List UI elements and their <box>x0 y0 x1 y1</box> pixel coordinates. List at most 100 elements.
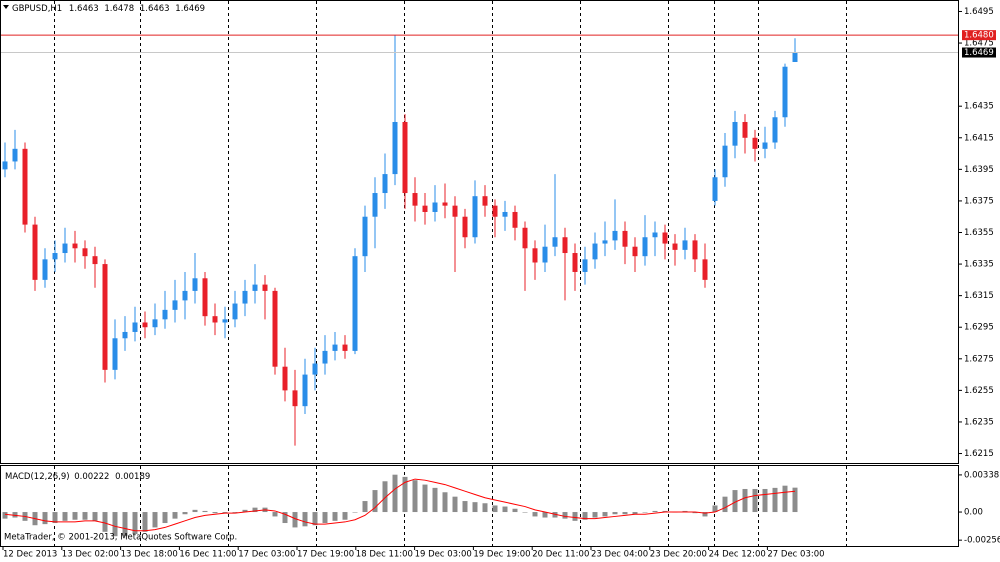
candle-body <box>762 142 768 149</box>
candle-body <box>2 161 8 170</box>
macd-bar <box>642 512 648 513</box>
y-tick-label: 1.6415 <box>964 133 994 143</box>
candle-body <box>532 248 538 263</box>
x-tick-label: 12 Dec 2013 <box>3 550 57 560</box>
macd-bar <box>332 512 338 521</box>
macd-bar <box>212 512 218 514</box>
macd-bar <box>512 508 518 513</box>
macd-bar <box>652 510 658 513</box>
macd-bar <box>442 492 448 513</box>
macd-bar <box>132 512 138 535</box>
macd-bar <box>122 512 128 537</box>
candle-body <box>352 256 358 351</box>
x-tick-label: 23 Dec 20:00 <box>650 550 707 560</box>
candle-body <box>372 193 378 217</box>
y-tick-label: 0.00 <box>964 508 983 518</box>
candle-body <box>152 319 158 328</box>
candle-body <box>122 331 128 339</box>
candle-body <box>492 205 498 217</box>
candle-body <box>672 243 678 250</box>
y-tick-label: 1.6335 <box>964 260 994 270</box>
candle-body <box>382 174 388 194</box>
macd-bar <box>492 505 498 513</box>
x-tick-label: 13 Dec 02:00 <box>62 550 119 560</box>
y-tick-label: 1.6435 <box>964 102 994 112</box>
macd-value: 0.00222 <box>74 472 109 482</box>
candle-body <box>712 177 718 201</box>
candle-body <box>702 259 708 280</box>
macd-bar <box>662 510 668 513</box>
macd-bar <box>302 512 308 527</box>
symbol: GBPUSD,H1 <box>12 4 62 14</box>
candle-body <box>732 121 738 146</box>
candle-body <box>402 121 408 194</box>
candle-body <box>422 205 428 212</box>
candle-body <box>362 216 368 257</box>
macd-bar <box>342 512 348 520</box>
macd-bar <box>312 512 318 526</box>
candle-body <box>452 205 458 217</box>
macd-bar <box>602 512 608 517</box>
macd-bar <box>522 512 528 513</box>
macd-bar <box>582 512 588 520</box>
macd-header: MACD(12,26,9) 0.00222 0.00189 <box>5 472 150 482</box>
candle-body <box>72 243 78 249</box>
candle-body <box>142 322 148 328</box>
macd-bar <box>82 512 88 520</box>
macd-bar <box>242 509 248 513</box>
macd-bar <box>382 481 388 513</box>
candle-body <box>462 216 468 238</box>
y-tick-label: 1.6235 <box>964 417 994 427</box>
candle-body <box>312 363 318 375</box>
y-tick-label: 1.6375 <box>964 196 994 206</box>
macd-bar <box>732 490 738 513</box>
macd-bar <box>762 488 768 513</box>
x-tick-label: 17 Dec 03:00 <box>238 550 295 560</box>
macd-bar <box>722 496 728 513</box>
ask-label: 1.6480 <box>964 31 994 41</box>
candle-body <box>182 290 188 301</box>
macd-bar <box>72 512 78 520</box>
candle-body <box>412 193 418 206</box>
candle-body <box>502 211 508 217</box>
candle-body <box>602 240 608 244</box>
candle-body <box>22 148 28 225</box>
candle-body <box>582 259 588 272</box>
macd-bar <box>532 512 538 517</box>
macd-bar <box>782 485 788 513</box>
candle-body <box>622 230 628 247</box>
footer: MetaTrader, © 2001-2013, MetaQuotes Soft… <box>4 533 237 543</box>
macd-bar <box>192 509 198 513</box>
x-tick-label: 19 Dec 03:00 <box>415 550 472 560</box>
candle-body <box>482 196 488 206</box>
candle-body <box>242 290 248 304</box>
macd-bar <box>482 503 488 513</box>
candle-body <box>262 284 268 291</box>
candle-body <box>662 232 668 244</box>
candle-body <box>192 278 198 291</box>
candle-body <box>332 344 338 351</box>
candle-body <box>642 237 648 257</box>
candle-body <box>132 322 138 332</box>
macd-bar <box>552 512 558 518</box>
menu-icon <box>3 5 9 9</box>
macd-bar <box>62 512 68 521</box>
candle-body <box>752 137 758 149</box>
candle-body <box>782 66 788 118</box>
macd-bar <box>112 512 118 537</box>
macd-bar <box>402 476 408 513</box>
macd-bar <box>612 512 618 515</box>
candle-body <box>472 196 478 238</box>
candle-body <box>592 243 598 260</box>
macd-bar <box>362 501 368 513</box>
macd-bar <box>772 487 778 513</box>
candle-body <box>722 145 728 178</box>
y-tick-label: 1.6215 <box>964 449 994 459</box>
macd-bar <box>632 512 638 515</box>
macd-bar <box>682 510 688 513</box>
candle-body <box>792 52 798 62</box>
x-tick-label: 18 Dec 11:00 <box>356 550 413 560</box>
x-tick-label: 27 Dec 03:00 <box>767 550 824 560</box>
macd-bar <box>352 512 358 513</box>
macd-frame <box>0 465 959 547</box>
